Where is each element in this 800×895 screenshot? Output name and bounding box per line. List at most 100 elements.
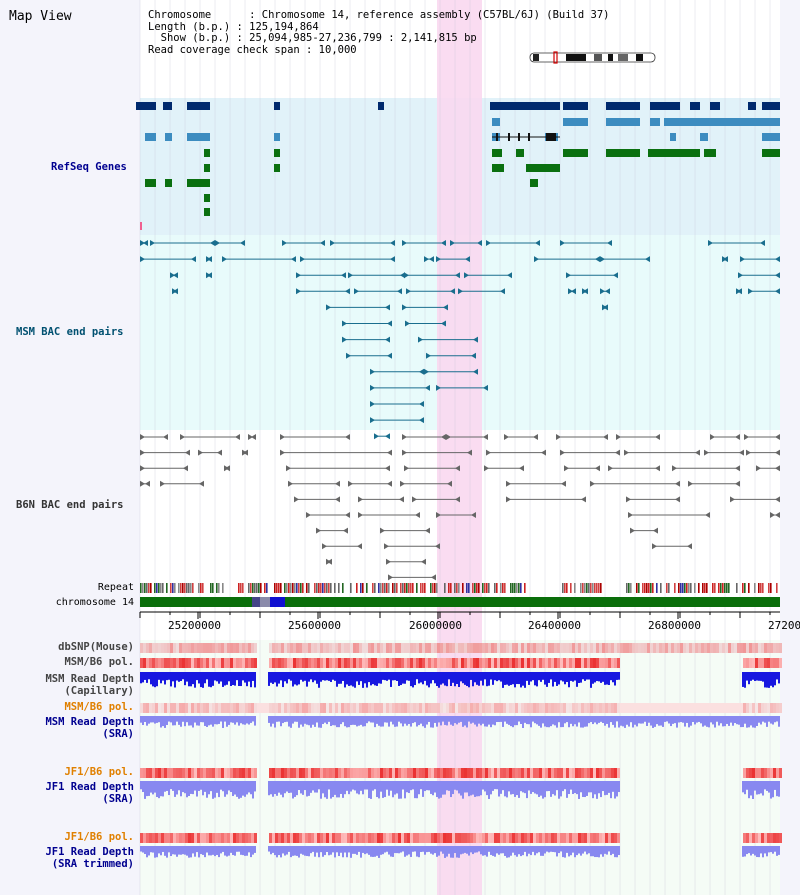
jf1-b6-pol-bin[interactable] — [305, 768, 308, 778]
msm-read-depth-sra-bar[interactable] — [728, 716, 730, 726]
msm-read-depth-cap-bar[interactable] — [518, 672, 520, 685]
dbsnp-bin[interactable] — [470, 643, 473, 653]
jf1-read-depth-sra-bar[interactable] — [770, 781, 772, 799]
msm-read-depth-sra-bar[interactable] — [734, 716, 736, 724]
b6n-bac-pair[interactable] — [436, 512, 441, 518]
msm-bac-pair[interactable] — [370, 368, 375, 375]
jf1-b6-pol-bin[interactable] — [251, 768, 254, 778]
msm-b6-pol-bin[interactable] — [329, 658, 332, 668]
msm-read-depth-sra-bar[interactable] — [504, 716, 506, 722]
dbsnp-bin[interactable] — [479, 643, 482, 653]
jf1-read-depth-sra-bar[interactable] — [326, 781, 328, 799]
jf1-read-depth-sra-bar[interactable] — [372, 781, 374, 791]
msm-bac-pair[interactable] — [600, 288, 605, 295]
dbsnp-bin[interactable] — [659, 643, 662, 653]
msm-b6-pol-bin[interactable] — [254, 658, 257, 668]
msm-read-depth-sra-bar[interactable] — [432, 716, 434, 728]
msm-read-depth-sra-bar[interactable] — [474, 716, 476, 725]
dbsnp-bin[interactable] — [674, 643, 677, 653]
jf1-read-depth-sra-bar[interactable] — [468, 781, 470, 797]
jf1-read-depth-trim-bar[interactable] — [606, 846, 608, 855]
msm-b6-pol-bin[interactable] — [749, 658, 752, 668]
msm-read-depth-cap-bar[interactable] — [552, 672, 554, 687]
msm-b6-pol-bin[interactable] — [611, 658, 614, 668]
msm-read-depth-sra-bar[interactable] — [730, 716, 732, 723]
msm-read-depth-sra-bar[interactable] — [644, 716, 646, 722]
repeat-element[interactable] — [594, 583, 596, 593]
jf1-read-depth-sra-bar[interactable] — [416, 781, 418, 799]
msm-bac-pair[interactable] — [748, 288, 753, 295]
msm-b6-pol-bin[interactable] — [425, 658, 428, 668]
repeat-element[interactable] — [726, 583, 728, 593]
msm-read-depth-cap-bar[interactable] — [770, 672, 772, 686]
msm-b6-pol-bin[interactable] — [539, 658, 542, 668]
dbsnp-bin[interactable] — [605, 643, 608, 653]
msm-read-depth-sra-bar[interactable] — [464, 716, 466, 726]
gene-feature[interactable] — [606, 149, 640, 157]
jf1-read-depth-trim-bar[interactable] — [516, 846, 518, 857]
msm-b6-pol-bin[interactable] — [341, 658, 344, 668]
msm-read-depth-cap-bar[interactable] — [182, 672, 184, 680]
jf1-read-depth-sra-bar[interactable] — [462, 781, 464, 799]
msm-read-depth-sra-bar[interactable] — [572, 716, 574, 727]
msm-read-depth-cap-bar[interactable] — [296, 672, 298, 686]
jf1-read-depth-trim-bar[interactable] — [460, 846, 462, 855]
jf1-read-depth-sra-bar[interactable] — [214, 781, 216, 798]
msm-read-depth-sra-bar[interactable] — [236, 716, 238, 723]
jf1-read-depth-sra-bar[interactable] — [158, 781, 160, 799]
msm-b6-pol2-bin[interactable] — [560, 703, 563, 713]
jf1-read-depth-trim-bar[interactable] — [554, 846, 556, 853]
jf1-b6-pol2-bin[interactable] — [590, 833, 593, 843]
msm-bac-pair[interactable] — [603, 304, 608, 311]
gene-feature[interactable] — [650, 102, 680, 110]
msm-b6-pol-bin[interactable] — [188, 658, 191, 668]
msm-bac-pair[interactable] — [342, 336, 347, 343]
msm-read-depth-sra-bar[interactable] — [288, 716, 290, 727]
dbsnp-bin[interactable] — [596, 643, 599, 653]
dbsnp-bin[interactable] — [377, 643, 380, 653]
msm-bac-pair[interactable] — [441, 240, 446, 246]
dbsnp-bin[interactable] — [245, 643, 248, 653]
dbsnp-bin[interactable] — [509, 643, 512, 653]
msm-read-depth-sra-bar[interactable] — [754, 716, 756, 728]
jf1-read-depth-trim-bar[interactable] — [506, 846, 508, 858]
jf1-read-depth-trim-bar[interactable] — [330, 846, 332, 855]
jf1-b6-pol2-bin[interactable] — [221, 833, 224, 843]
jf1-read-depth-trim-bar[interactable] — [430, 846, 432, 854]
repeat-element[interactable] — [266, 583, 268, 593]
jf1-read-depth-sra-bar[interactable] — [576, 781, 578, 795]
msm-b6-pol-bin[interactable] — [347, 658, 350, 668]
msm-read-depth-sra-bar[interactable] — [334, 716, 336, 726]
jf1-b6-pol2-bin[interactable] — [611, 833, 614, 843]
msm-read-depth-sra-bar[interactable] — [640, 716, 642, 724]
b6n-bac-pair[interactable] — [519, 465, 524, 472]
msm-read-depth-sra-bar[interactable] — [248, 716, 250, 725]
msm-read-depth-cap-bar[interactable] — [760, 672, 762, 681]
repeat-element[interactable] — [518, 583, 520, 593]
msm-read-depth-sra-bar[interactable] — [630, 716, 632, 723]
b6n-bac-pair[interactable] — [504, 434, 509, 440]
b6n-bac-pair[interactable] — [541, 449, 546, 456]
msm-b6-pol2-bin[interactable] — [566, 703, 569, 713]
b6n-bac-pair[interactable] — [653, 527, 658, 534]
b6n-bac-pair[interactable] — [163, 434, 168, 440]
repeat-element[interactable] — [420, 583, 422, 593]
msm-b6-pol2-bin[interactable] — [743, 703, 746, 713]
b6n-bac-pair[interactable] — [655, 465, 660, 472]
jf1-read-depth-trim-bar[interactable] — [180, 846, 182, 855]
jf1-b6-pol-bin[interactable] — [386, 768, 389, 778]
b6n-bac-pair[interactable] — [688, 480, 693, 487]
b6n-bac-pair[interactable] — [560, 449, 565, 456]
msm-read-depth-sra-bar[interactable] — [704, 716, 706, 726]
jf1-b6-pol-bin[interactable] — [338, 768, 341, 778]
msm-b6-pol2-bin[interactable] — [317, 703, 320, 713]
jf1-read-depth-sra-bar[interactable] — [406, 781, 408, 793]
jf1-read-depth-trim-bar[interactable] — [388, 846, 390, 855]
jf1-b6-pol-bin[interactable] — [344, 768, 347, 778]
msm-read-depth-cap-bar[interactable] — [496, 672, 498, 682]
repeat-element[interactable] — [590, 583, 592, 593]
jf1-b6-pol2-bin[interactable] — [329, 833, 332, 843]
msm-read-depth-cap-bar[interactable] — [140, 672, 142, 684]
jf1-b6-pol-bin[interactable] — [191, 768, 194, 778]
msm-b6-pol2-bin[interactable] — [161, 703, 164, 713]
